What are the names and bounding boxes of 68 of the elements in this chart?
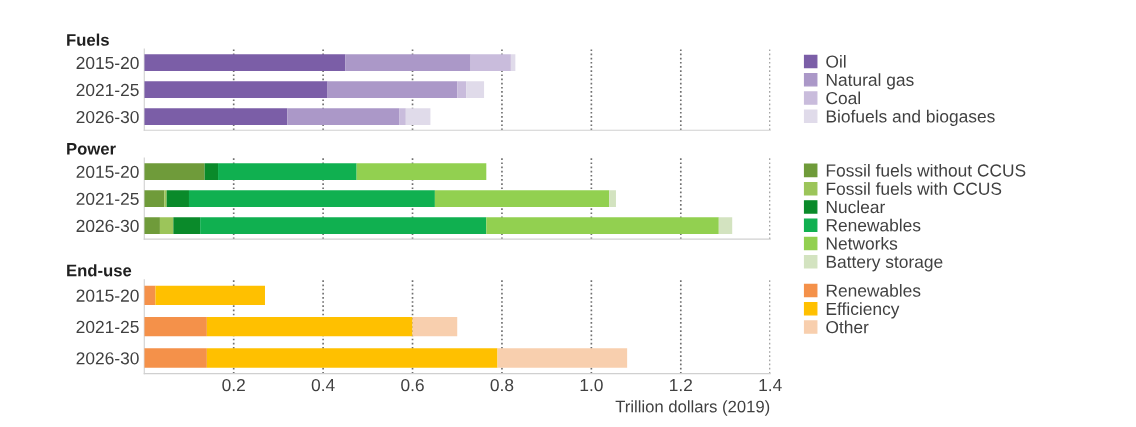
y-tick-label: 2015-20 [76, 289, 139, 302]
bar [218, 163, 357, 180]
bar [204, 163, 219, 180]
legend-label: Other [826, 320, 869, 334]
legend-label: Fossil fuels without CCUS [826, 163, 1026, 177]
bar [434, 190, 610, 207]
legend-label: Biofuels and biogases [826, 109, 995, 126]
bar [470, 54, 511, 72]
bar [466, 81, 485, 99]
legend-label: Fossil fuels with CCUS [826, 182, 1002, 195]
bar [144, 190, 165, 207]
y-tick-label: 2021-25 [76, 320, 139, 334]
x-tick-label: 1.0 [580, 378, 603, 392]
bar [405, 108, 431, 126]
bar [144, 163, 205, 180]
legend-label: Coal [826, 91, 860, 105]
bar [457, 81, 467, 99]
bar [166, 190, 189, 207]
bar [356, 163, 487, 180]
y-tick-label: 2021-25 [76, 83, 139, 97]
x-tick-label: 0.4 [311, 378, 335, 392]
y-tick-label: 2021-25 [76, 192, 139, 206]
legend-label: Renewables [826, 284, 921, 297]
legend-label: Efficiency [826, 302, 900, 319]
x-tick-label: 0.2 [222, 378, 245, 392]
bar [144, 316, 207, 337]
bar [206, 348, 498, 368]
bar [718, 217, 733, 234]
bar [510, 54, 516, 72]
bar [144, 54, 346, 72]
bar [144, 348, 207, 368]
bar [173, 217, 201, 234]
y-tick-label: 2026-30 [76, 352, 139, 365]
bar [399, 108, 406, 126]
y-tick-label: 2015-20 [76, 56, 139, 70]
legend-label: Battery storage [826, 255, 943, 272]
bar [345, 54, 471, 72]
bar [159, 217, 174, 234]
y-tick-label: 2026-30 [76, 110, 139, 124]
legend-label: Networks [826, 236, 898, 250]
bar [206, 316, 413, 337]
x-tick-label: 1.4 [759, 379, 782, 392]
chart-title: Fuels [67, 33, 109, 46]
bar [287, 108, 400, 126]
bar [144, 217, 160, 234]
x-axis-title: Trillion dollars (2019) [615, 400, 770, 416]
x-tick-label: 0.8 [490, 378, 514, 392]
chart-title: End-use [67, 264, 132, 277]
bar [497, 348, 628, 368]
bar [144, 81, 328, 99]
x-tick-label: 0.6 [401, 378, 424, 392]
chart-title: Power [67, 143, 116, 155]
y-tick-label: 2015-20 [76, 165, 139, 178]
bar [155, 285, 265, 306]
bar [144, 108, 288, 126]
bar [412, 316, 458, 337]
bar [486, 217, 719, 234]
bar [609, 190, 616, 207]
legend-label: Nuclear [826, 200, 885, 214]
y-tick-label: 2026-30 [76, 219, 139, 233]
bar [164, 190, 167, 207]
legend-label: Oil [826, 54, 846, 68]
bar [200, 217, 487, 234]
x-tick-label: 1.2 [670, 378, 692, 392]
legend-label: Natural gas [826, 73, 914, 90]
bar [188, 190, 435, 207]
bar [327, 81, 458, 99]
legend-label: Renewables [826, 218, 921, 232]
